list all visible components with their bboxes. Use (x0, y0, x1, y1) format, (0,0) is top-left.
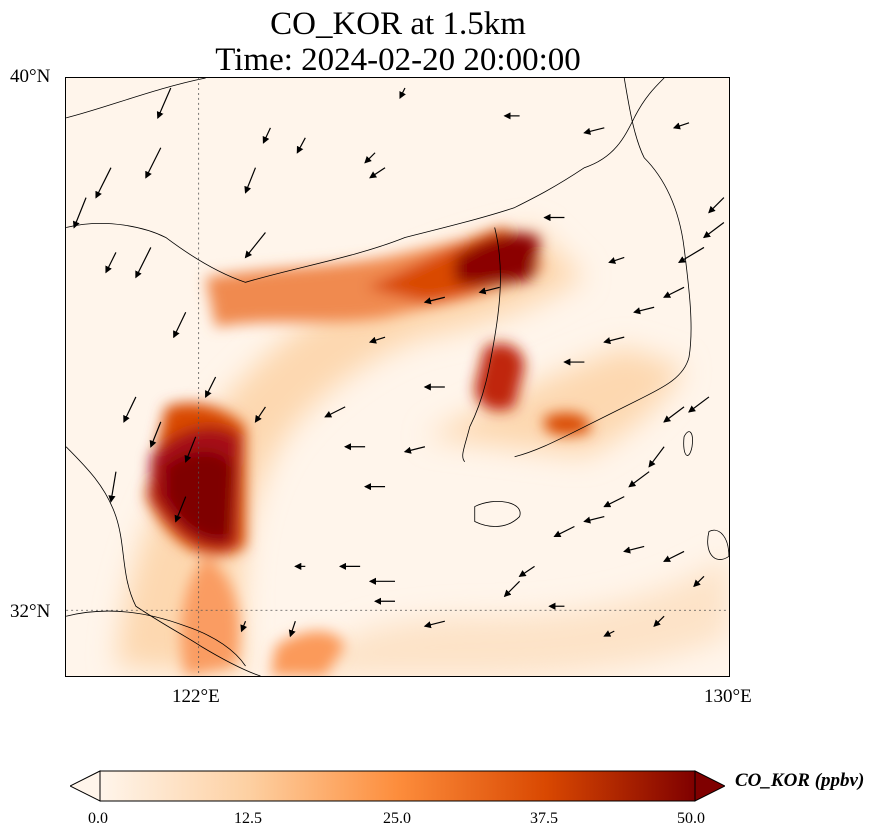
wind-arrow (368, 336, 386, 344)
wind-arrow (423, 296, 445, 305)
wind-arrow (603, 630, 615, 637)
wind-arrow (369, 167, 386, 179)
colorbar-gradient (99, 770, 696, 802)
colorbar-tick-3: 37.5 (530, 810, 558, 827)
wind-arrow (623, 545, 645, 554)
wind-arrow (135, 247, 152, 279)
wind-arrow (244, 167, 257, 194)
wind-arrow (688, 396, 710, 413)
wind-arrow (663, 406, 685, 423)
wind-arrow (244, 232, 266, 259)
wind-arrow (653, 615, 665, 628)
wind-arrow (693, 575, 705, 588)
colorbar-min-extend (70, 770, 101, 802)
map-title-line2: Time: 2024-02-20 20:00:00 (215, 42, 581, 78)
wind-arrow (603, 336, 625, 345)
colorbar-max-extend (694, 770, 725, 802)
wind-arrow (108, 471, 117, 503)
colorbar-tick-0: 0.0 (88, 810, 108, 827)
wind-arrow (324, 406, 346, 418)
wind-arrow (254, 406, 266, 423)
wind-arrow (205, 376, 217, 399)
wind-arrow (123, 396, 137, 423)
wind-arrow (184, 436, 197, 463)
wind-arrow (105, 252, 117, 274)
co-plume-core (145, 227, 591, 676)
co-plume-field (115, 227, 729, 676)
wind-arrow (399, 87, 406, 100)
colorbar-tick-1: 12.5 (234, 810, 262, 827)
lon-label-122: 122°E (172, 686, 220, 707)
wind-arrow (173, 311, 187, 339)
map-title-line1: CO_KOR at 1.5km (270, 6, 526, 42)
wind-arrow (149, 421, 162, 448)
wind-arrow (174, 496, 187, 523)
wind-arrow (672, 122, 690, 130)
wind-arrow (145, 147, 162, 179)
colorbar-label: CO_KOR (ppbv) (735, 770, 865, 791)
wind-arrow (288, 620, 296, 638)
wind-arrow (518, 565, 535, 577)
wind-arrow (703, 222, 725, 239)
wind-arrow (678, 246, 705, 263)
wind-arrow (156, 87, 172, 119)
wind-arrow (583, 127, 605, 135)
wind-arrow (95, 167, 112, 199)
wind-arrow (240, 620, 248, 633)
wind-arrow (708, 197, 725, 214)
colorbar-tick-4: 50.0 (677, 810, 705, 827)
wind-arrow (72, 197, 87, 229)
wind-arrow (603, 496, 625, 508)
wind-arrow (478, 286, 500, 295)
wind-arrow (503, 580, 521, 598)
wind-arrow (663, 286, 685, 298)
wind-arrow (648, 446, 665, 468)
wind-arrow (633, 306, 655, 315)
wind-arrow (403, 446, 426, 454)
wind-arrow (663, 550, 685, 562)
wind-arrow (296, 137, 306, 154)
colorbar-tick-2: 25.0 (383, 810, 411, 827)
lat-label-40: 40°N (10, 66, 51, 87)
wind-arrow (423, 620, 445, 629)
wind-arrow (583, 515, 605, 524)
wind-arrow (608, 256, 625, 264)
lat-label-32: 32°N (10, 601, 51, 622)
wind-arrow (364, 152, 376, 164)
wind-vectors (72, 87, 725, 638)
colorbar (70, 770, 725, 802)
wind-arrow (262, 127, 271, 144)
wind-arrow (553, 525, 575, 538)
lon-label-130: 130°E (704, 686, 752, 707)
wind-arrow (628, 471, 650, 488)
coastlines (66, 78, 729, 676)
concentration-map (65, 77, 730, 677)
